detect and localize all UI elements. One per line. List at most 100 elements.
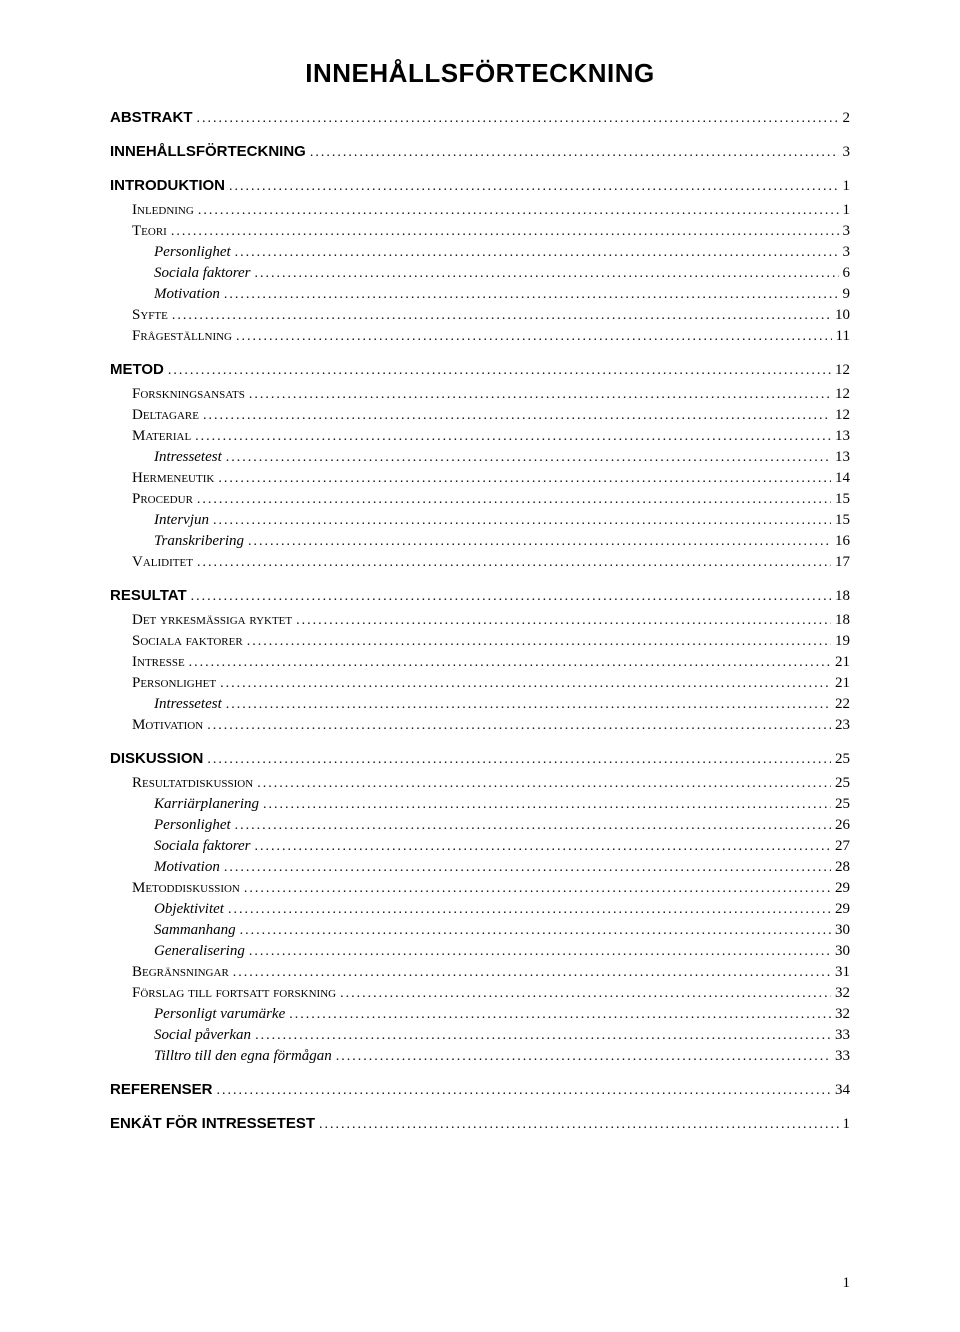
toc-entry-page: 32 [831, 1007, 850, 1022]
toc-entry-page: 1 [839, 1117, 851, 1132]
toc-entry-page: 28 [831, 860, 850, 875]
toc-leader [191, 590, 831, 604]
toc-entry-page: 17 [831, 555, 850, 570]
toc-entry: Forskningsansats 12 [110, 384, 850, 405]
toc-entry-label: METOD [110, 362, 168, 377]
toc-entry: Intervjun 15 [110, 510, 850, 531]
toc-entry-label: Frågeställning [132, 329, 236, 344]
toc-entry-label: Sociala faktorer [132, 634, 247, 649]
toc-leader [226, 451, 831, 465]
toc-leader [197, 493, 831, 507]
toc-entry-label: Forskningsansats [132, 387, 249, 402]
toc-entry-label: Syfte [132, 308, 172, 323]
toc-entry-page: 9 [839, 287, 851, 302]
toc-leader [235, 246, 839, 260]
toc-entry-page: 30 [831, 923, 850, 938]
toc-entry-page: 6 [839, 266, 851, 281]
toc-leader [289, 1008, 831, 1022]
toc-entry: INTRODUKTION 1 [110, 175, 850, 197]
toc-leader [247, 635, 831, 649]
toc-entry-label: Intresse [132, 655, 189, 670]
toc-entry: Personligt varumärke 32 [110, 1004, 850, 1025]
toc-leader [255, 267, 839, 281]
toc-entry-page: 13 [831, 429, 850, 444]
toc-leader [236, 330, 832, 344]
toc-entry: DISKUSSION 25 [110, 748, 850, 770]
toc-entry-label: Personlighet [132, 676, 220, 691]
toc-entry: Motivation 28 [110, 857, 850, 878]
toc-entry: Intressetest 13 [110, 447, 850, 468]
toc-entry-page: 21 [831, 676, 850, 691]
toc-leader [195, 430, 831, 444]
toc-entry: Personlighet 26 [110, 815, 850, 836]
toc-entry-page: 2 [839, 111, 851, 126]
toc-entry-page: 34 [831, 1083, 850, 1098]
toc-entry: Begränsningar 31 [110, 962, 850, 983]
toc-entry-label: Transkribering [154, 534, 248, 549]
toc-entry: Resultatdiskussion 25 [110, 773, 850, 794]
document-page: INNEHÅLLSFÖRTECKNING ABSTRAKT 2INNEHÅLLS… [0, 0, 960, 1332]
toc-entry-page: 22 [831, 697, 850, 712]
toc-entry-label: Validitet [132, 555, 197, 570]
toc-entry-page: 25 [831, 776, 850, 791]
toc-entry-page: 3 [839, 224, 851, 239]
toc-entry: Inledning 1 [110, 200, 850, 221]
toc-entry: Validitet 17 [110, 552, 850, 573]
toc-entry-label: Motivation [154, 860, 224, 875]
toc-entry-label: Intervjun [154, 513, 213, 528]
toc-entry-label: RESULTAT [110, 588, 191, 603]
toc-leader [255, 840, 831, 854]
toc-leader [207, 753, 831, 767]
toc-entry-page: 14 [831, 471, 850, 486]
toc-entry: ABSTRAKT 2 [110, 107, 850, 129]
toc-entry: REFERENSER 34 [110, 1079, 850, 1101]
toc-entry-page: 23 [831, 718, 850, 733]
toc-entry: Metoddiskussion 29 [110, 878, 850, 899]
toc-leader [197, 556, 831, 570]
toc-entry: METOD 12 [110, 359, 850, 381]
toc-entry-page: 30 [831, 944, 850, 959]
toc-entry: Personlighet 21 [110, 673, 850, 694]
toc-entry-label: Personligt varumärke [154, 1007, 289, 1022]
toc-leader [197, 112, 839, 126]
toc-leader [213, 514, 831, 528]
toc-leader [228, 903, 831, 917]
toc-entry-page: 3 [839, 245, 851, 260]
toc-entry-label: Karriärplanering [154, 797, 263, 812]
toc-leader [226, 698, 831, 712]
toc-entry-page: 19 [831, 634, 850, 649]
toc-entry-label: Intressetest [154, 450, 226, 465]
toc-leader [218, 472, 831, 486]
toc-entry-page: 15 [831, 492, 850, 507]
toc-entry-label: Personlighet [154, 245, 235, 260]
toc-entry-label: Förslag till fortsatt forskning [132, 986, 340, 1001]
toc-leader [257, 777, 831, 791]
toc-entry-label: Metoddiskussion [132, 881, 244, 896]
toc-entry: Sociala faktorer 27 [110, 836, 850, 857]
toc-leader [220, 677, 831, 691]
toc-entry: Frågeställning 11 [110, 326, 850, 347]
toc-leader [168, 364, 831, 378]
toc-entry: Förslag till fortsatt forskning 32 [110, 983, 850, 1004]
toc-entry-label: Generalisering [154, 944, 249, 959]
toc-entry-label: Hermeneutik [132, 471, 218, 486]
toc-entry: Syfte 10 [110, 305, 850, 326]
toc-entry-page: 12 [831, 408, 850, 423]
table-of-contents: ABSTRAKT 2INNEHÅLLSFÖRTECKNING 3INTRODUK… [110, 107, 850, 1135]
toc-entry: Motivation 23 [110, 715, 850, 736]
toc-leader [249, 388, 831, 402]
toc-entry-page: 1 [839, 179, 851, 194]
toc-entry-label: REFERENSER [110, 1082, 217, 1097]
toc-entry-page: 13 [831, 450, 850, 465]
toc-leader [224, 288, 839, 302]
toc-leader [172, 309, 831, 323]
toc-entry-label: Motivation [154, 287, 224, 302]
toc-entry: Procedur 15 [110, 489, 850, 510]
toc-leader [336, 1050, 831, 1064]
toc-entry-page: 3 [839, 145, 851, 160]
toc-entry: Sociala faktorer 6 [110, 263, 850, 284]
toc-leader [235, 819, 831, 833]
toc-entry-page: 32 [831, 986, 850, 1001]
toc-leader [198, 204, 839, 218]
toc-entry: Teori 3 [110, 221, 850, 242]
